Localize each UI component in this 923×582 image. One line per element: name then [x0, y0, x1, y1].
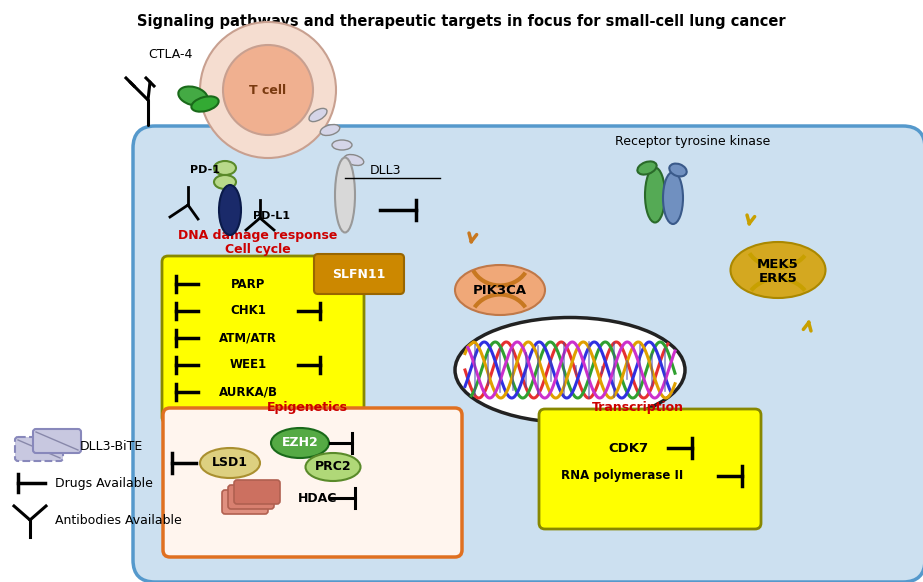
- Ellipse shape: [344, 154, 364, 165]
- Circle shape: [200, 22, 336, 158]
- Ellipse shape: [214, 175, 236, 189]
- Circle shape: [223, 45, 313, 135]
- FancyBboxPatch shape: [15, 437, 63, 461]
- Ellipse shape: [455, 265, 545, 315]
- Ellipse shape: [730, 242, 825, 298]
- FancyBboxPatch shape: [162, 256, 364, 423]
- FancyBboxPatch shape: [228, 485, 274, 509]
- Text: CHK1: CHK1: [230, 304, 266, 318]
- Text: Signaling pathways and therapeutic targets in focus for small-cell lung cancer: Signaling pathways and therapeutic targe…: [137, 14, 785, 29]
- Text: LSD1: LSD1: [212, 456, 248, 470]
- Text: EZH2: EZH2: [282, 436, 318, 449]
- Ellipse shape: [214, 161, 236, 175]
- Text: CTLA-4: CTLA-4: [148, 48, 192, 62]
- Text: Receptor tyrosine kinase: Receptor tyrosine kinase: [616, 136, 771, 148]
- Text: SLFN11: SLFN11: [332, 268, 386, 281]
- Ellipse shape: [306, 453, 361, 481]
- Text: DNA damage response: DNA damage response: [178, 229, 338, 242]
- FancyBboxPatch shape: [163, 408, 462, 557]
- Text: T cell: T cell: [249, 83, 286, 97]
- Ellipse shape: [638, 161, 656, 175]
- FancyBboxPatch shape: [234, 480, 280, 504]
- Text: PD-1: PD-1: [190, 165, 220, 175]
- Text: RNA polymerase II: RNA polymerase II: [561, 470, 683, 482]
- Text: DLL3-BiTE: DLL3-BiTE: [80, 441, 143, 453]
- Text: AURKA/B: AURKA/B: [219, 385, 278, 399]
- Text: ERK5: ERK5: [759, 271, 797, 285]
- FancyBboxPatch shape: [133, 126, 923, 582]
- Ellipse shape: [219, 185, 241, 235]
- FancyBboxPatch shape: [314, 254, 404, 294]
- Ellipse shape: [663, 172, 683, 224]
- Ellipse shape: [191, 97, 219, 112]
- Text: Drugs Available: Drugs Available: [55, 477, 153, 489]
- Text: ATM/ATR: ATM/ATR: [219, 332, 277, 345]
- Ellipse shape: [669, 164, 687, 176]
- Ellipse shape: [178, 87, 208, 105]
- Ellipse shape: [335, 158, 355, 232]
- Ellipse shape: [320, 125, 340, 136]
- Ellipse shape: [455, 318, 685, 423]
- Ellipse shape: [332, 140, 352, 150]
- Text: DLL3: DLL3: [370, 164, 402, 176]
- Ellipse shape: [200, 448, 260, 478]
- Ellipse shape: [309, 108, 327, 122]
- Text: WEE1: WEE1: [230, 359, 267, 371]
- Text: MEK5: MEK5: [757, 257, 799, 271]
- Text: PRC2: PRC2: [315, 460, 352, 474]
- Ellipse shape: [645, 168, 665, 222]
- FancyBboxPatch shape: [539, 409, 761, 529]
- Text: Transcription: Transcription: [592, 402, 684, 414]
- Text: Epigenetics: Epigenetics: [267, 402, 347, 414]
- Ellipse shape: [271, 428, 329, 458]
- Text: Antibodies Available: Antibodies Available: [55, 514, 182, 527]
- Text: PARP: PARP: [231, 278, 265, 290]
- Text: PIK3CA: PIK3CA: [473, 283, 527, 296]
- Text: PD-L1: PD-L1: [253, 211, 290, 221]
- FancyBboxPatch shape: [33, 429, 81, 453]
- Text: HDAC: HDAC: [298, 492, 338, 505]
- Text: Cell cycle: Cell cycle: [225, 243, 291, 257]
- Text: CDK7: CDK7: [608, 442, 648, 455]
- FancyBboxPatch shape: [222, 490, 268, 514]
